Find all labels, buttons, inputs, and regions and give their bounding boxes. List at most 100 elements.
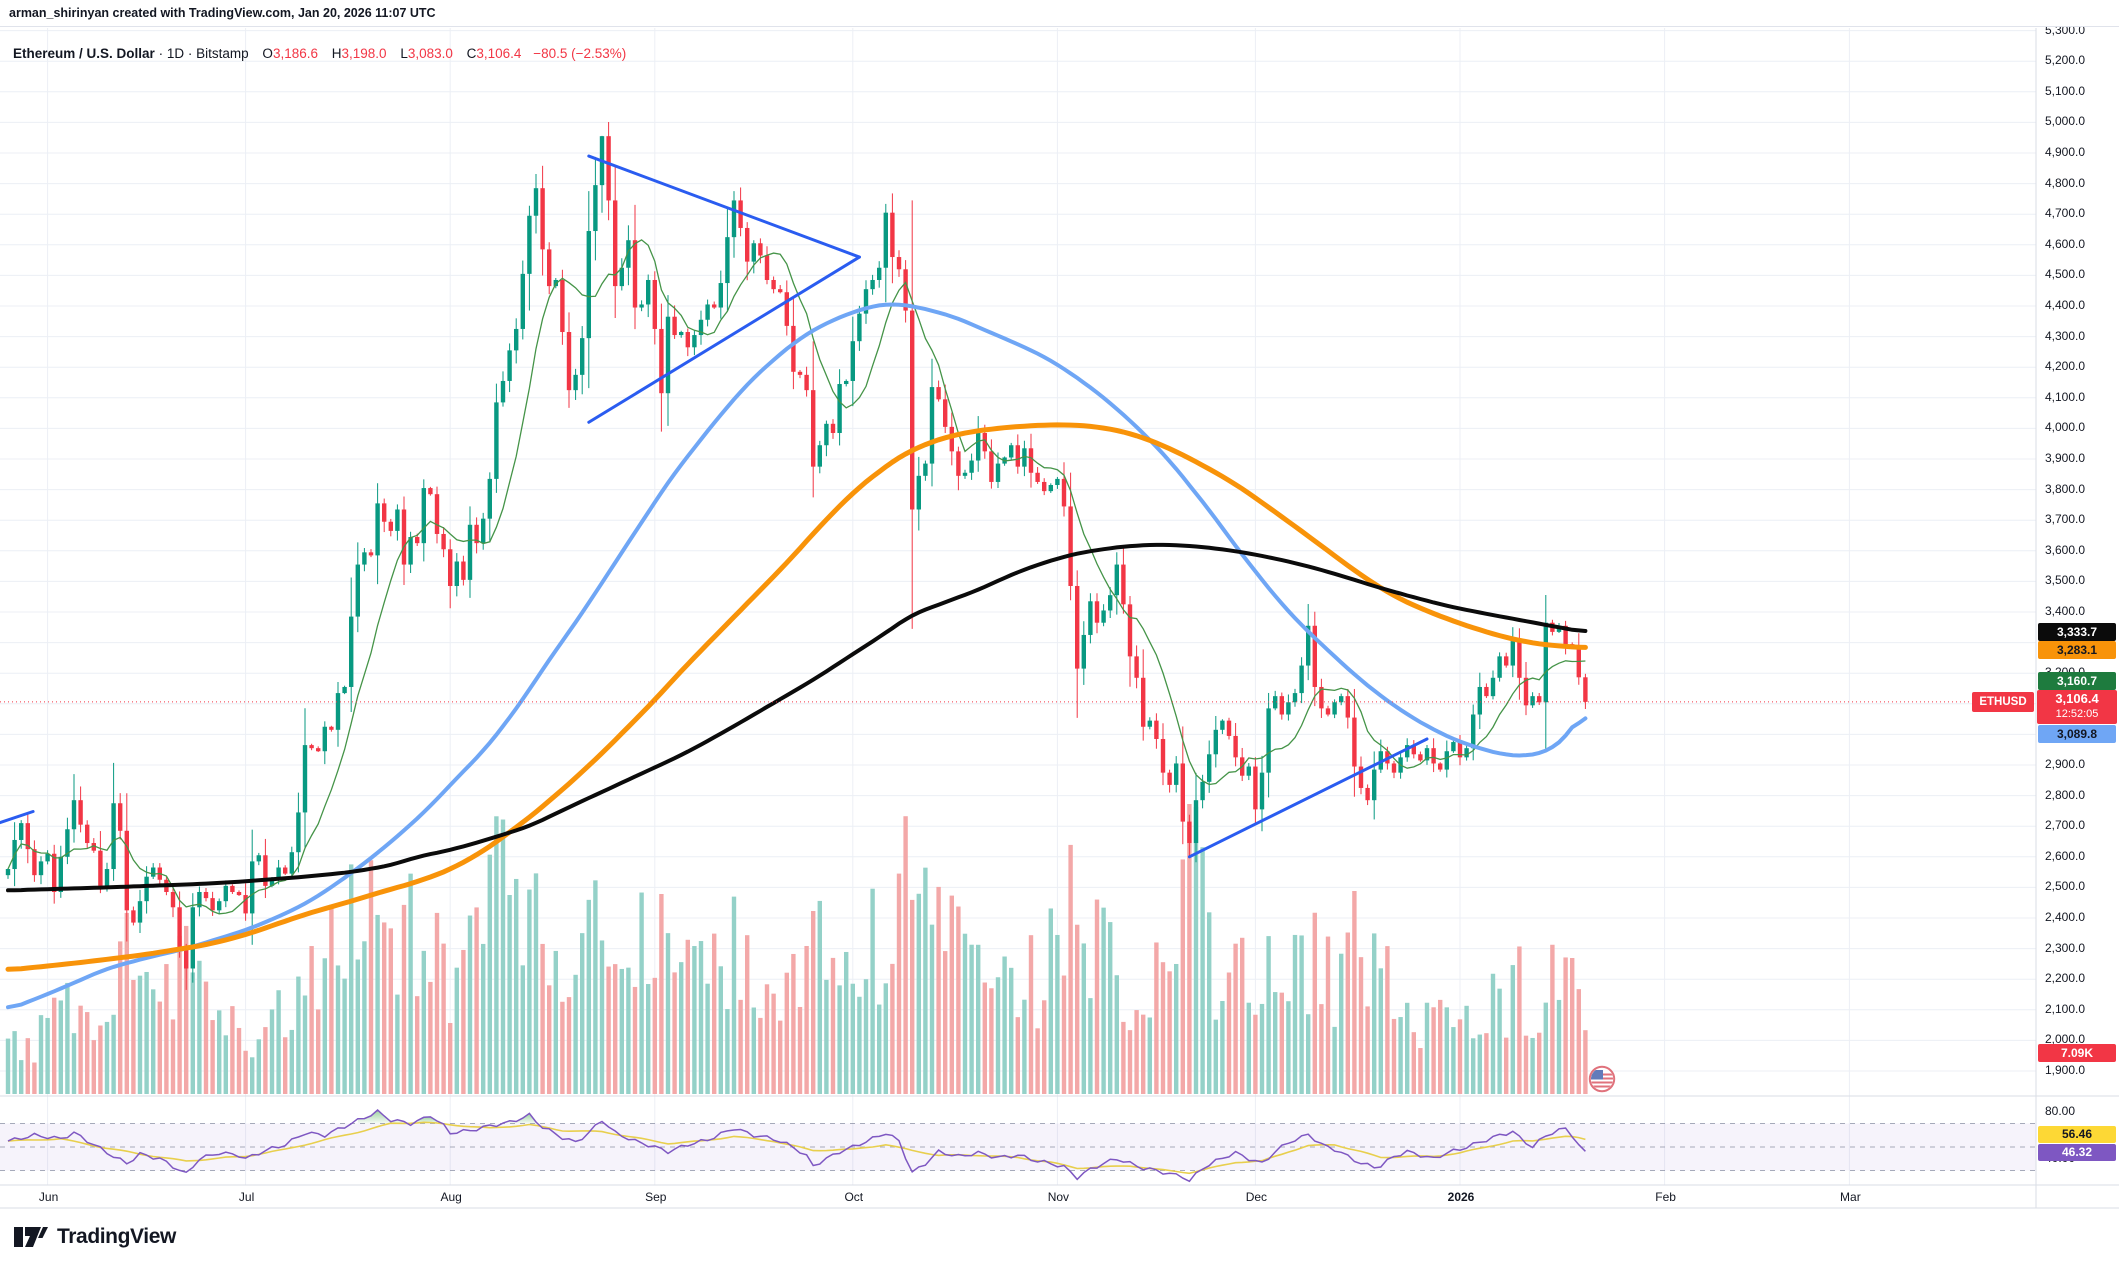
- candle-body: [632, 240, 638, 308]
- candle-body: [441, 533, 446, 550]
- attribution-text: arman_shirinyan created with TradingView…: [9, 6, 436, 20]
- volume-bar: [745, 935, 750, 1094]
- volume-bar: [837, 985, 842, 1094]
- interval-label[interactable]: 1D: [166, 46, 185, 61]
- volume-bar: [1530, 1037, 1535, 1094]
- candle-body: [349, 616, 354, 687]
- candle-body: [111, 803, 116, 870]
- volume-bar: [1035, 1028, 1040, 1094]
- volume-bar: [1471, 1038, 1476, 1094]
- candle-body: [936, 387, 941, 400]
- volume-bar: [877, 1004, 882, 1094]
- candle-body: [1451, 742, 1456, 752]
- candle-body: [276, 867, 281, 880]
- candle-body: [520, 273, 525, 329]
- candle-body: [355, 564, 360, 617]
- symbol-legend[interactable]: Ethereum / U.S. Dollar · 1D · Bitstamp O…: [13, 46, 626, 61]
- volume-bar: [91, 1040, 96, 1094]
- volume-bar: [685, 939, 690, 1094]
- volume-bar: [1187, 804, 1192, 1094]
- volume-bar: [989, 988, 994, 1094]
- volume-bar: [276, 990, 281, 1094]
- volume-bar: [514, 878, 519, 1094]
- candle-body: [1372, 769, 1377, 801]
- candle-body: [65, 829, 70, 857]
- candle-body: [1319, 686, 1324, 709]
- candle-body: [619, 267, 624, 287]
- candle-body: [1127, 604, 1133, 657]
- rsi-line: [7, 1108, 1586, 1183]
- price-tick-label: 2,800.0: [2045, 787, 2086, 802]
- volume-bar: [441, 943, 446, 1094]
- tradingview-logo[interactable]: TradingView: [14, 1224, 176, 1250]
- symbol-name[interactable]: Ethereum / U.S. Dollar: [13, 46, 155, 61]
- volume-bar: [1220, 1001, 1225, 1094]
- candle-body: [415, 537, 420, 544]
- volume-bar: [1385, 946, 1390, 1094]
- volume-bar: [289, 1029, 294, 1094]
- candle-body: [533, 188, 539, 216]
- candle-body: [791, 325, 796, 372]
- left-trendline-segment[interactable]: [0, 810, 35, 825]
- candle-body: [1259, 772, 1265, 810]
- legend-separator: ·: [187, 46, 193, 61]
- volume-bar: [1306, 1014, 1311, 1094]
- volume-bar: [1114, 975, 1119, 1094]
- candle-body: [844, 380, 849, 385]
- candle-body: [434, 494, 440, 534]
- candle-body: [1405, 745, 1410, 758]
- volume-bar: [533, 873, 539, 1094]
- volume-bar: [263, 1027, 268, 1094]
- volume-bar: [632, 986, 638, 1094]
- volume-bar: [646, 984, 651, 1094]
- volume-bar: [896, 873, 902, 1094]
- candle-body: [481, 518, 486, 544]
- candle-body: [1068, 506, 1073, 586]
- last-price-label: 3,106.4 12:52:05: [2037, 690, 2117, 724]
- ascending-trendline[interactable]: [1187, 737, 1429, 859]
- price-tick-label: 2,900.0: [2045, 757, 2086, 771]
- candle-body: [1438, 763, 1443, 770]
- time-axis[interactable]: Jun Jul Aug Sep Oct Nov Dec 2026 Feb Mar: [0, 1186, 2036, 1208]
- volume-bar: [1167, 971, 1172, 1094]
- price-tick-label: 3,800.0: [2045, 481, 2086, 496]
- volume-bar: [415, 996, 420, 1094]
- candle-body: [1418, 754, 1423, 761]
- volume-bar: [731, 896, 737, 1094]
- candle-body: [256, 855, 261, 862]
- candle-body: [1015, 445, 1020, 467]
- candle-body: [203, 891, 209, 899]
- volume-bar: [1042, 1000, 1047, 1094]
- volume-bar: [665, 933, 671, 1094]
- volume-bar: [269, 1009, 275, 1094]
- price-axis[interactable]: 1,900.0 2,000.0 2,100.0 2,200.0 2,300.0 2,400…: [2036, 23, 2119, 1208]
- candle-body: [1028, 448, 1034, 473]
- volume-bar: [1253, 1014, 1258, 1094]
- candle-body: [1174, 763, 1179, 785]
- volume-bar: [170, 1019, 176, 1094]
- trendline-triangle-lower[interactable]: [587, 255, 861, 424]
- volume-bar: [797, 1006, 803, 1094]
- candle-body: [1510, 641, 1515, 666]
- volume-bar: [916, 893, 921, 1094]
- candle-body: [1358, 766, 1364, 788]
- candle-body: [85, 824, 90, 844]
- volume-bar: [1325, 936, 1331, 1094]
- volume-bar: [771, 993, 776, 1094]
- candle-body: [382, 503, 387, 522]
- rsi-overbought-fill: [357, 1110, 404, 1124]
- volume-bar: [355, 959, 360, 1094]
- price-tick-label: 3,900.0: [2045, 451, 2086, 465]
- volume-bar: [434, 912, 440, 1094]
- trendline-triangle-upper[interactable]: [587, 154, 861, 259]
- candle-body: [1517, 641, 1522, 678]
- volume-bar: [679, 962, 684, 1094]
- volume-bar: [718, 966, 723, 1094]
- candle-body: [1101, 610, 1106, 623]
- candle-body: [976, 432, 981, 461]
- volume-bar: [1484, 1033, 1489, 1094]
- volume-bar: [1015, 1017, 1020, 1094]
- candle-body: [368, 552, 374, 556]
- volume-bar: [1391, 1018, 1397, 1094]
